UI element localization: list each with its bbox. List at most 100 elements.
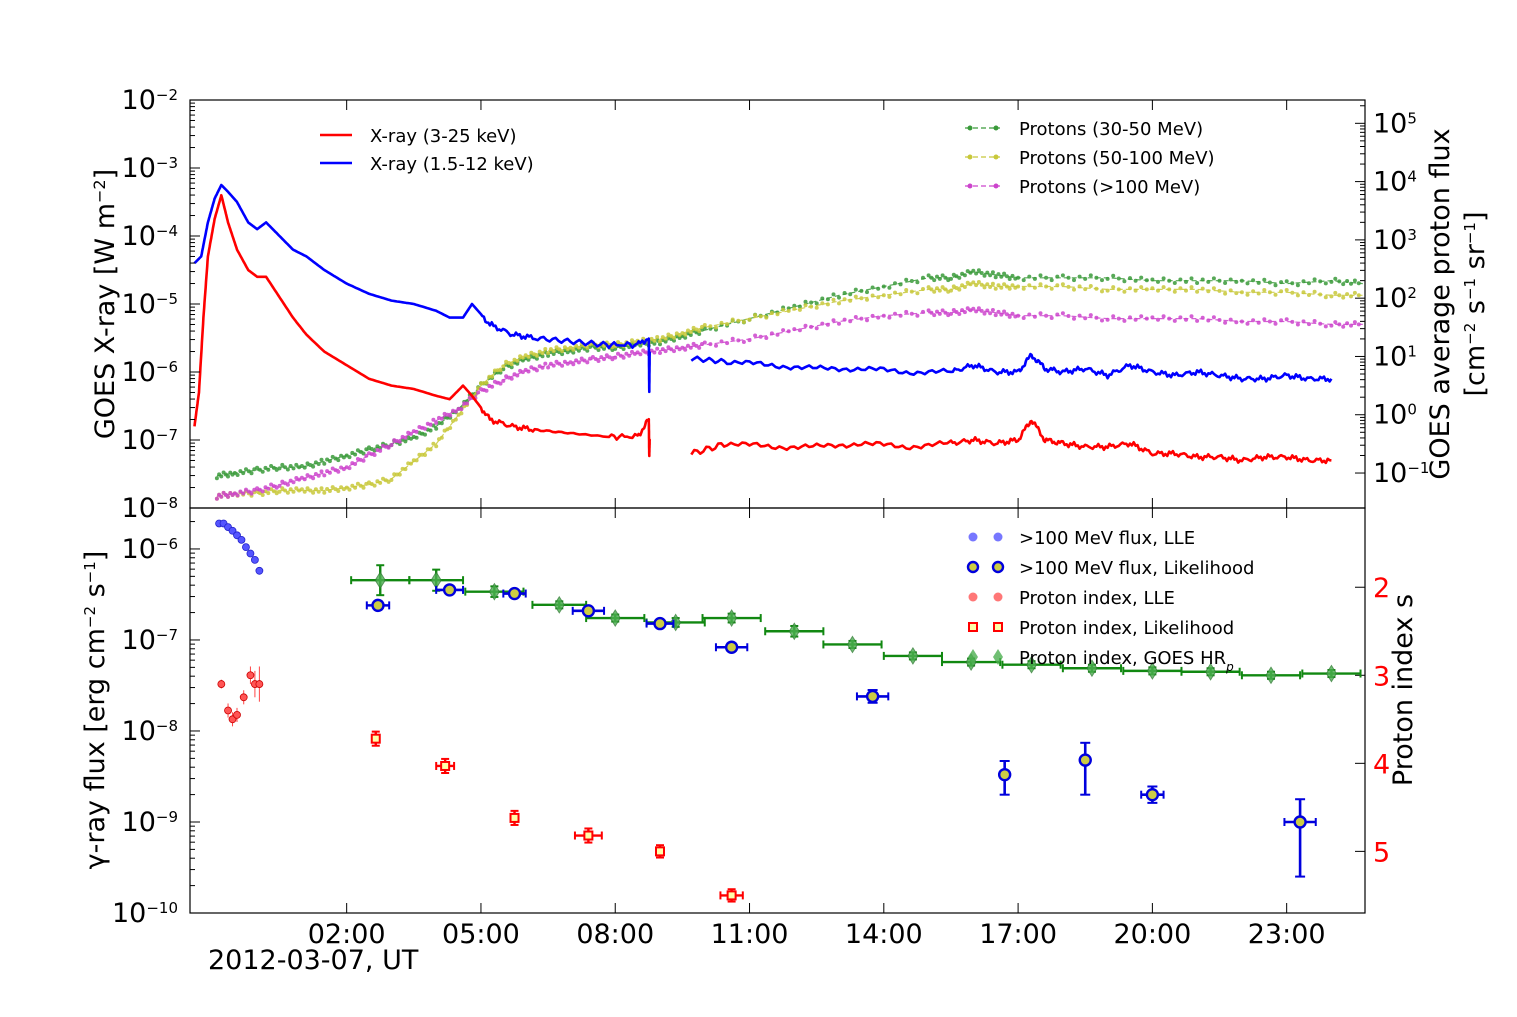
legend-marker xyxy=(968,592,978,602)
legend-label: Protons (50-100 MeV) xyxy=(1019,148,1215,169)
lle-flux-point xyxy=(242,543,250,552)
x-tick-label: 20:00 xyxy=(1113,919,1191,950)
proton-point xyxy=(976,306,981,311)
proton-point xyxy=(1122,289,1127,294)
proton-point xyxy=(842,317,847,322)
right-tick-label: 100 xyxy=(1373,400,1417,431)
proton-point xyxy=(540,354,545,359)
proton-point xyxy=(1111,285,1116,290)
proton-point xyxy=(781,307,786,312)
label-part: ] xyxy=(1460,211,1491,222)
proton-point xyxy=(730,317,735,322)
proton-point xyxy=(602,344,606,348)
superscript: −10 xyxy=(146,899,178,917)
proton-point xyxy=(1223,281,1228,285)
proton-point xyxy=(803,303,808,308)
proton-point xyxy=(686,343,690,348)
proton-point xyxy=(1337,293,1342,298)
proton-point xyxy=(1345,292,1350,297)
proton-point xyxy=(1206,279,1211,284)
xray-series-line xyxy=(690,352,1333,383)
proton-point xyxy=(1021,278,1026,283)
proton-point xyxy=(753,333,758,338)
proton-point xyxy=(921,275,925,280)
proton-point xyxy=(725,322,730,327)
proton-point xyxy=(361,451,366,456)
proton-point xyxy=(985,308,990,313)
lle-index-point xyxy=(255,680,264,688)
proton-point xyxy=(311,464,316,469)
proton-point xyxy=(781,328,786,333)
superscript: −1 xyxy=(1461,278,1479,300)
proton-point xyxy=(214,476,219,481)
proton-point xyxy=(769,331,774,336)
proton-point xyxy=(1038,273,1043,278)
proton-point xyxy=(904,309,909,314)
proton-point xyxy=(568,345,573,350)
proton-point xyxy=(316,473,321,478)
label-part: [cm xyxy=(1460,345,1491,397)
proton-point xyxy=(935,309,939,314)
proton-point xyxy=(389,478,394,482)
proton-point xyxy=(439,435,444,440)
proton-point xyxy=(996,309,1001,314)
proton-point xyxy=(277,483,282,488)
proton-point xyxy=(652,341,657,346)
proton-point xyxy=(579,356,584,361)
proton-point xyxy=(1256,320,1261,325)
proton-point xyxy=(1128,276,1132,281)
superscript: 3 xyxy=(1407,226,1417,244)
proton-point xyxy=(1002,282,1007,287)
bottom-left-axis-label: γ-ray flux [erg cm−2 s−1] xyxy=(80,551,111,870)
proton-point xyxy=(540,351,545,356)
proton-point xyxy=(753,313,758,318)
proton-point xyxy=(831,297,836,302)
proton-point xyxy=(1133,278,1138,283)
proton-point xyxy=(551,363,556,368)
proton-point xyxy=(1060,273,1065,278)
proton-point xyxy=(1077,313,1082,318)
proton-point xyxy=(1341,282,1346,287)
proton-point xyxy=(576,360,581,365)
proton-point xyxy=(1349,323,1353,328)
proton-point xyxy=(683,335,688,340)
proton-point xyxy=(403,439,408,444)
proton-point xyxy=(434,420,439,425)
proton-point xyxy=(837,295,841,300)
proton-point xyxy=(674,345,679,350)
proton-point xyxy=(786,329,791,334)
proton-point xyxy=(921,287,925,291)
proton-point xyxy=(915,291,920,296)
legend-label: Proton index, Likelihood xyxy=(1019,618,1234,639)
proton-point xyxy=(417,452,422,457)
proton-point xyxy=(982,311,987,316)
right-tick-label: 101 xyxy=(1373,341,1417,372)
proton-point xyxy=(313,487,318,492)
proton-point xyxy=(465,401,469,406)
proton-point xyxy=(1007,286,1012,291)
lik-index-marker xyxy=(370,733,381,744)
proton-point xyxy=(336,489,341,493)
proton-point xyxy=(870,293,875,298)
lle-index-point xyxy=(246,671,255,680)
proton-point xyxy=(621,347,626,351)
proton-point xyxy=(775,332,780,337)
proton-point xyxy=(327,459,332,464)
right-tick-label: 102 xyxy=(1373,283,1417,314)
proton-point xyxy=(881,293,886,298)
lle-flux-point xyxy=(251,555,259,564)
proton-point xyxy=(988,273,993,278)
proton-point xyxy=(1122,318,1127,323)
label-part: 10 xyxy=(122,357,156,388)
goes-marker xyxy=(1265,666,1277,685)
proton-point xyxy=(1044,313,1049,318)
proton-point xyxy=(476,390,481,395)
proton-point xyxy=(949,311,953,316)
proton-point xyxy=(655,346,660,351)
right-tick-label: 3 xyxy=(1373,661,1390,692)
proton-point xyxy=(677,336,682,340)
proton-point xyxy=(501,378,506,383)
proton-point xyxy=(285,482,290,487)
label-part: 10 xyxy=(1373,458,1407,489)
